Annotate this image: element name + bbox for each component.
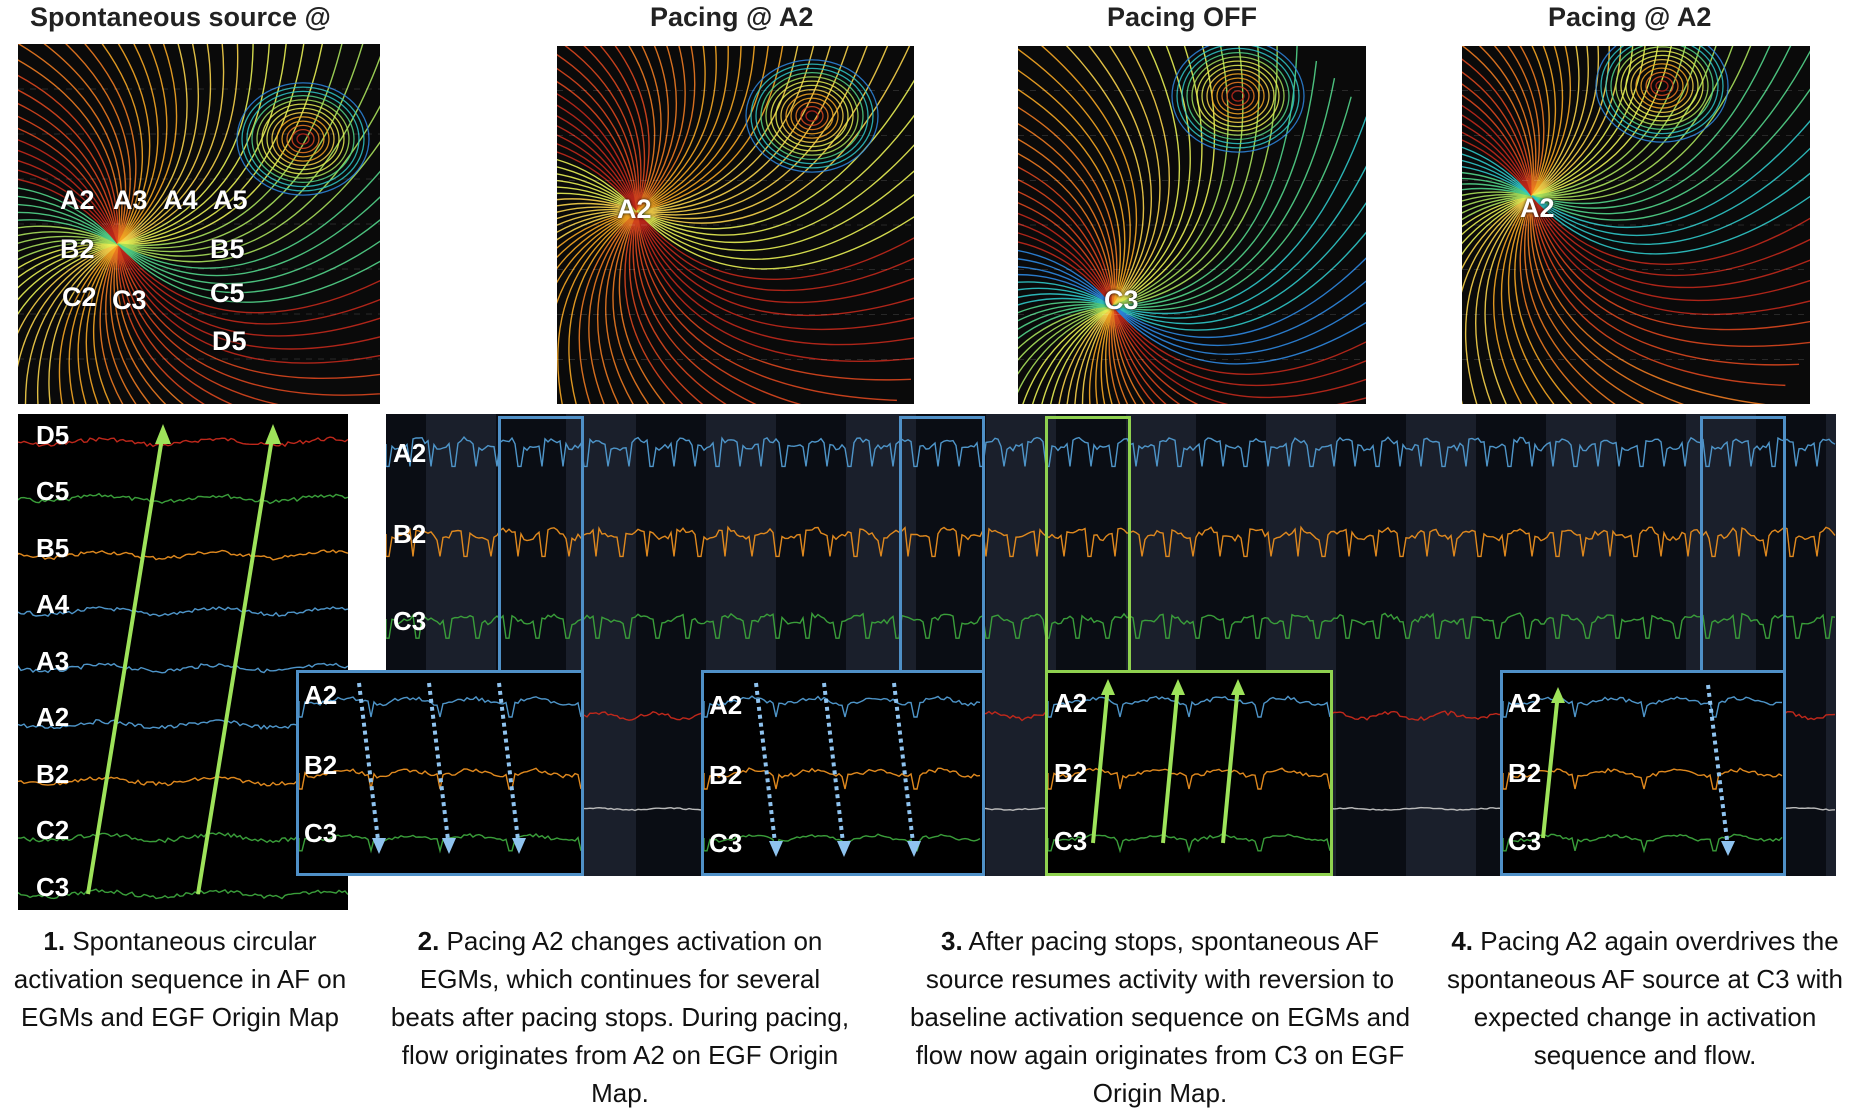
map1-label-b5: B5 [210, 234, 245, 264]
map1-label-d5: D5 [212, 326, 247, 356]
inset-zoom-1 [296, 670, 584, 876]
left-channel-a2: A2 [36, 702, 70, 732]
highlight-box-4 [1700, 416, 1786, 677]
inset1-label-c3: C3 [304, 818, 338, 848]
egf-origin-map-3 [1018, 46, 1366, 404]
inset-zoom-3 [1045, 670, 1333, 876]
egf-origin-map-4 [1462, 46, 1810, 404]
panel-4-title: Pacing @ A2 [1548, 2, 1712, 32]
map1-label-a4: A4 [163, 185, 198, 215]
caption-3: 3. After pacing stops, spontaneous AF so… [909, 926, 1411, 1108]
inset-zoom-2 [701, 670, 985, 876]
egf-origin-map-1 [18, 44, 380, 404]
left-channel-c5: C5 [36, 476, 70, 506]
inset1-label-b2: B2 [304, 750, 338, 780]
left-channel-a3: A3 [36, 646, 70, 676]
inset2-label-c3: C3 [709, 828, 743, 858]
map1-label-c2: C2 [62, 282, 97, 312]
panel-1-title: Spontaneous source @ [30, 2, 331, 32]
map1-label-c3: C3 [112, 285, 147, 315]
left-channel-c3: C3 [36, 872, 70, 902]
map1-label-c5: C5 [210, 278, 245, 308]
highlight-box-1 [498, 416, 584, 677]
inset4-label-b2: B2 [1508, 758, 1542, 788]
map4-label-a2: A2 [1520, 193, 1555, 223]
left-channel-b2: B2 [36, 759, 70, 789]
panel-2-title: Pacing @ A2 [650, 2, 814, 32]
inset4-label-c3: C3 [1508, 826, 1542, 856]
inset3-label-c3: C3 [1054, 826, 1088, 856]
panel-3-title: Pacing OFF [1107, 2, 1258, 32]
left-channel-d5: D5 [36, 420, 70, 450]
inset-zoom-4 [1500, 670, 1786, 876]
left-channel-b5: B5 [36, 533, 70, 563]
inset2-label-b2: B2 [709, 760, 743, 790]
map1-label-a3: A3 [113, 185, 148, 215]
main-channel-a2: A2 [393, 438, 427, 468]
caption-1: 1. Spontaneous circular activation seque… [13, 926, 347, 1032]
map1-label-a2: A2 [60, 185, 95, 215]
egf-origin-map-2 [557, 46, 914, 404]
left-channel-a4: A4 [36, 589, 70, 619]
inset3-label-a2: A2 [1054, 688, 1088, 718]
caption-2: 2. Pacing A2 changes activation on EGMs,… [390, 926, 850, 1108]
caption-4: 4. Pacing A2 again overdrives the sponta… [1446, 926, 1843, 1070]
main-channel-b2: B2 [393, 519, 427, 549]
inset3-label-b2: B2 [1054, 758, 1088, 788]
inset1-label-a2: A2 [304, 680, 338, 710]
map2-label-a2: A2 [617, 194, 652, 224]
egm-panel-left [18, 414, 348, 910]
map1-label-a5: A5 [213, 185, 248, 215]
map1-label-b2: B2 [60, 234, 95, 264]
left-channel-c2: C2 [36, 815, 70, 845]
main-channel-c3: C3 [393, 606, 427, 636]
highlight-box-3 [1045, 416, 1131, 677]
highlight-box-2 [899, 416, 985, 677]
inset4-label-a2: A2 [1508, 688, 1542, 718]
map3-label-c3: C3 [1104, 285, 1139, 315]
inset2-label-a2: A2 [709, 690, 743, 720]
